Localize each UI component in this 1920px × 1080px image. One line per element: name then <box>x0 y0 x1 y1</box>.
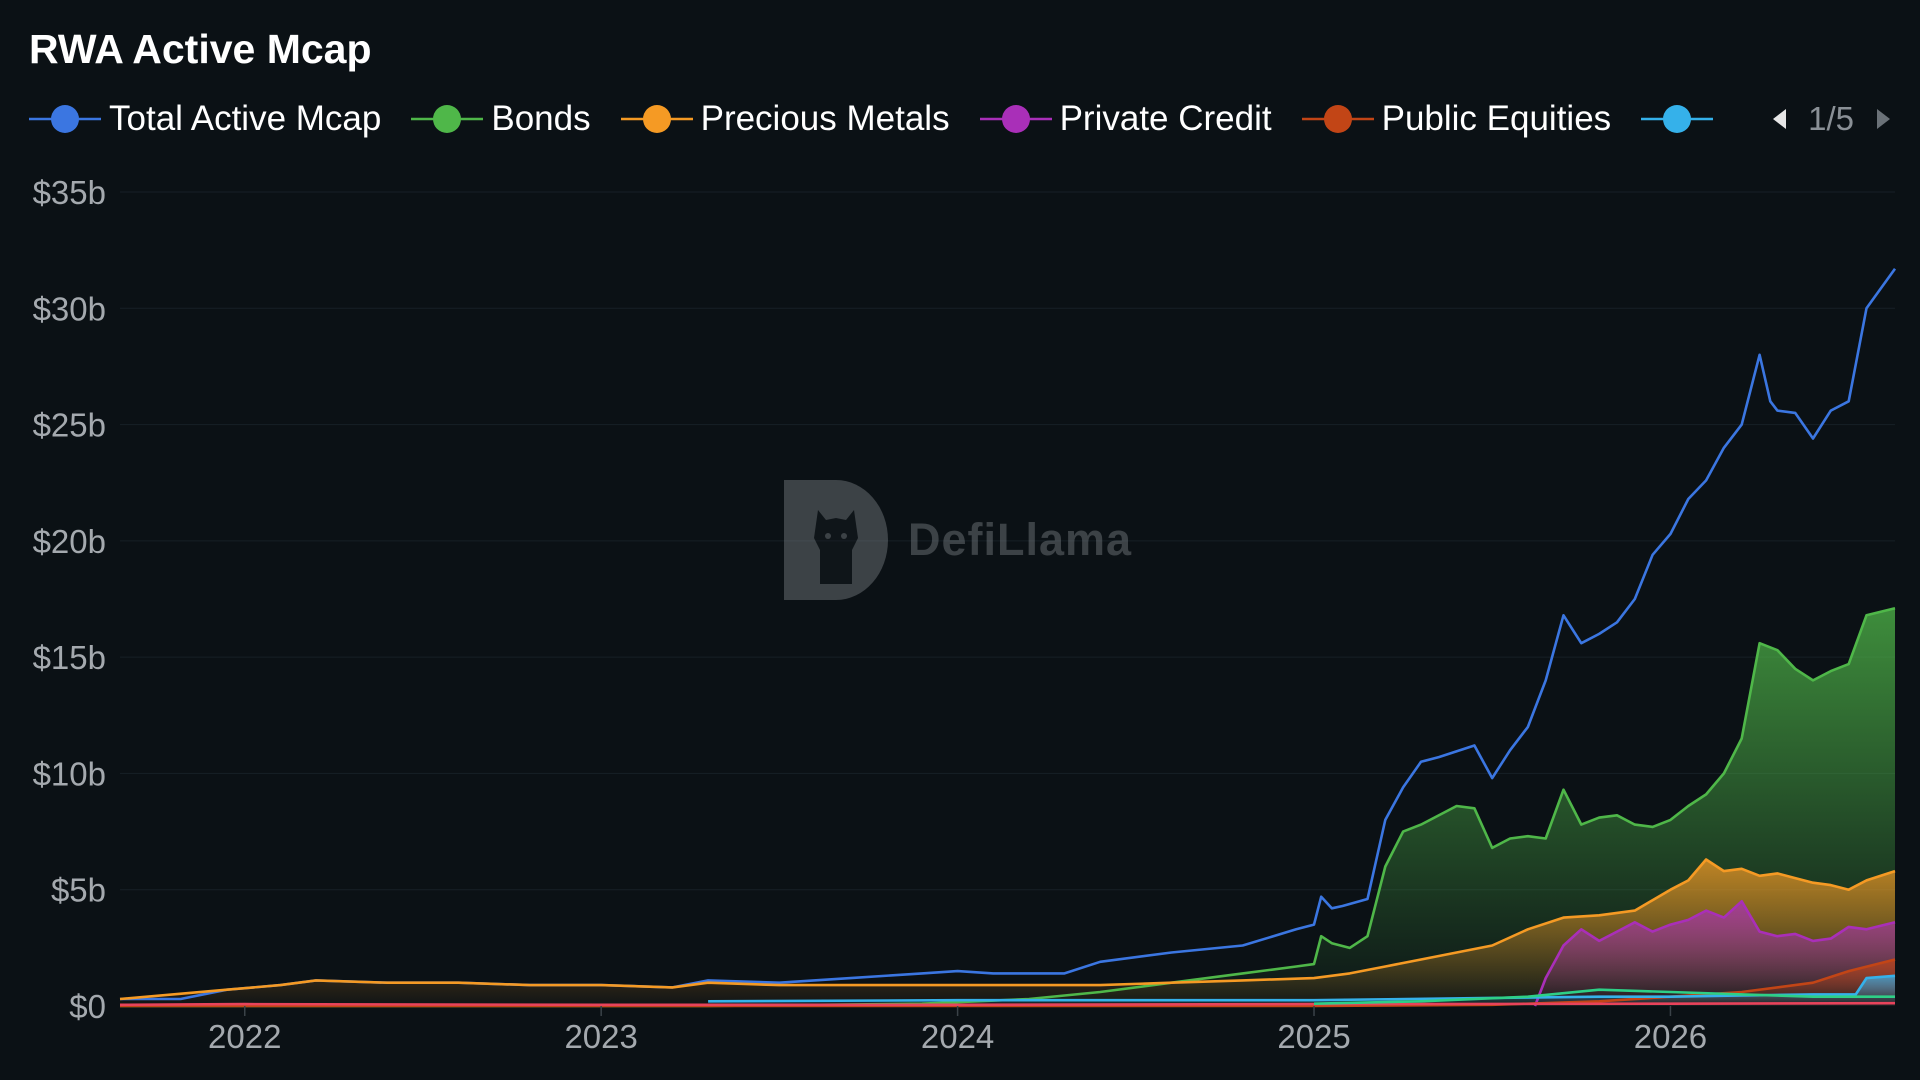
triangle-right-icon <box>1876 109 1890 129</box>
y-tick-label: $30b <box>33 290 106 327</box>
x-tick-label: 2025 <box>1277 1018 1350 1055</box>
legend-label: Bonds <box>491 99 591 138</box>
y-tick-label: $10b <box>33 755 106 792</box>
legend-swatch-icon <box>29 105 101 133</box>
y-tick-label: $20b <box>33 523 106 560</box>
defillama-watermark: DefiLlama <box>784 480 1144 600</box>
watermark-text: DefiLlama <box>908 514 1133 565</box>
legend-item-bonds[interactable]: Bonds <box>411 97 591 141</box>
y-tick-label: $15b <box>33 639 106 676</box>
chart-legend: Total Active Mcap Bonds Precious Metals Pri… <box>29 97 1751 141</box>
series-area-precious-metals <box>120 859 1895 1006</box>
legend-item-public-equities[interactable]: Public Equities <box>1301 97 1612 141</box>
legend-next-button[interactable] <box>1868 97 1898 141</box>
legend-swatch-icon <box>1641 105 1714 133</box>
y-tick-label: $25b <box>33 407 106 444</box>
chart-title: RWA Active Mcap <box>29 26 372 72</box>
llama-logo-icon <box>784 480 888 600</box>
triangle-left-icon <box>1772 109 1786 129</box>
legend-label: Precious Metals <box>700 99 950 138</box>
legend-item-total-active-mcap[interactable]: Total Active Mcap <box>29 97 381 141</box>
series-line-series-5[interactable] <box>708 974 1896 1003</box>
series-area-series-5 <box>708 975 1895 1006</box>
series-line-series-6[interactable] <box>119 1001 1896 1007</box>
legend-page-indicator: 1/5 <box>1808 100 1854 137</box>
y-tick-label: $0 <box>69 988 106 1025</box>
legend-pager: 1/5 <box>1764 97 1898 141</box>
legend-item-precious-metals[interactable]: Precious Metals <box>620 97 950 141</box>
series-area-bonds <box>120 608 1895 1006</box>
x-tick-label: 2024 <box>921 1018 994 1055</box>
x-tick-label: 2022 <box>208 1018 281 1055</box>
legend-swatch-icon <box>979 105 1052 133</box>
legend-label: Total Active Mcap <box>109 99 382 138</box>
x-tick-label: 2026 <box>1634 1018 1707 1055</box>
legend-item-private-credit[interactable]: Private Credit <box>979 97 1272 141</box>
legend-swatch-icon <box>620 105 693 133</box>
series-line-series-7[interactable] <box>1313 988 1895 1005</box>
y-tick-label: $35b <box>33 174 106 211</box>
legend-label: Public Equities <box>1381 99 1612 138</box>
legend-swatch-icon <box>411 105 484 133</box>
legend-swatch-icon <box>1301 105 1374 133</box>
series-line-bonds[interactable] <box>120 607 1896 1008</box>
legend-label: Private Credit <box>1059 99 1272 138</box>
series-line-private-credit[interactable] <box>1533 900 1896 1007</box>
x-tick-label: 2023 <box>564 1018 637 1055</box>
legend-prev-button[interactable] <box>1764 97 1794 141</box>
legend-item-series-5[interactable] <box>1641 97 1721 141</box>
series-line-precious-metals[interactable] <box>119 858 1896 1001</box>
y-tick-label: $5b <box>51 872 106 909</box>
